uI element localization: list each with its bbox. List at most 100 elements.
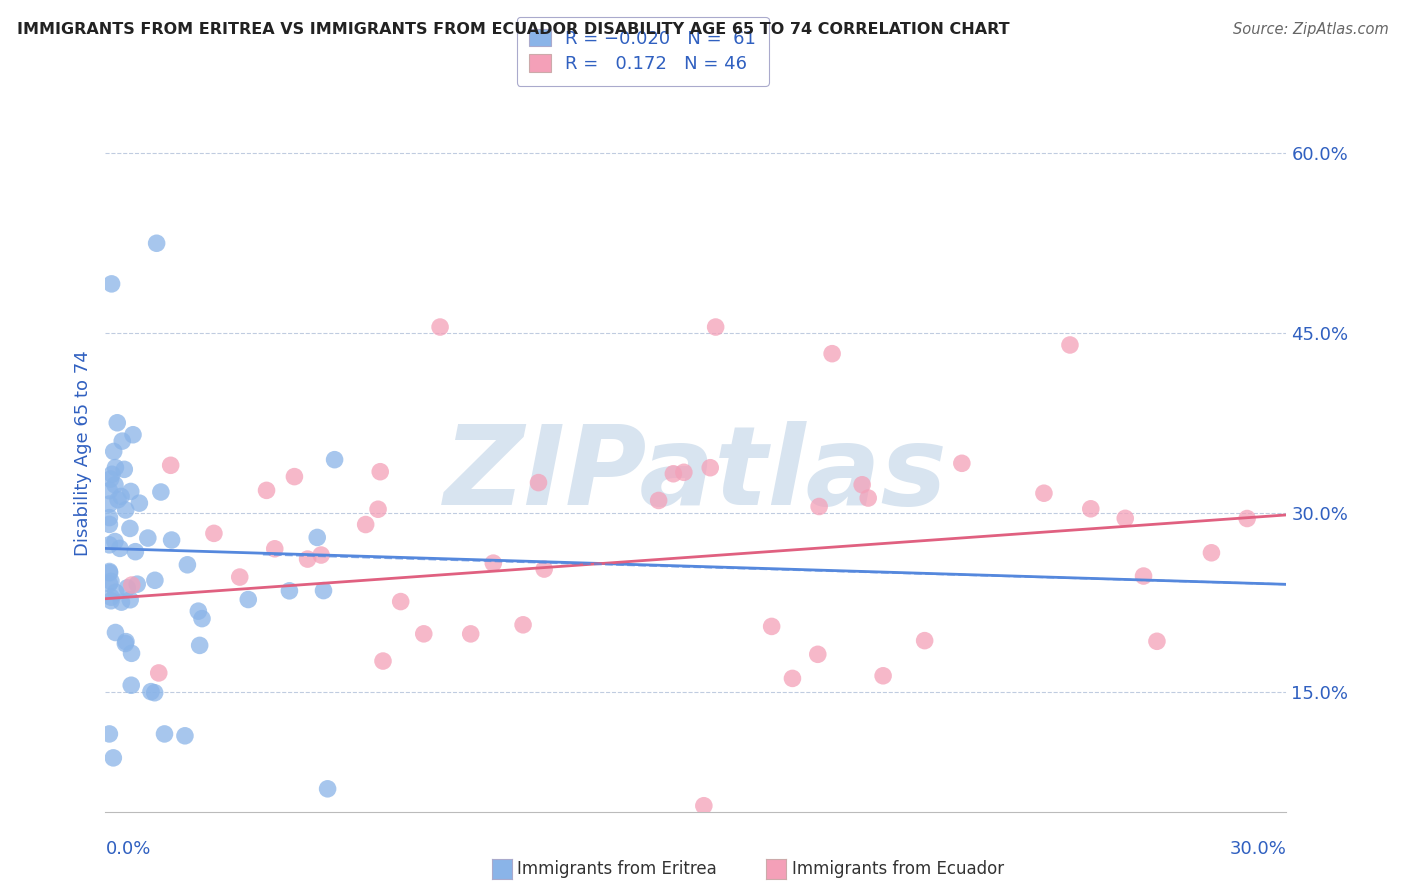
Point <box>647 493 669 508</box>
Point <box>104 625 127 640</box>
Point <box>851 477 873 491</box>
Point <box>98 483 121 498</box>
Point <box>312 583 335 598</box>
Point <box>672 465 695 479</box>
Point <box>202 526 225 541</box>
Point <box>149 485 172 500</box>
Point <box>176 558 198 572</box>
Point <box>153 727 176 741</box>
Point <box>662 467 685 481</box>
Point <box>122 427 145 442</box>
Point <box>121 646 143 660</box>
Point <box>371 654 394 668</box>
Point <box>143 686 166 700</box>
Point <box>108 541 131 556</box>
Point <box>139 684 162 698</box>
Point <box>187 604 209 618</box>
Point <box>278 583 301 598</box>
Point <box>136 531 159 545</box>
Point <box>950 456 973 470</box>
Point <box>148 665 170 680</box>
Point <box>188 639 211 653</box>
Point <box>533 562 555 576</box>
Point <box>389 594 412 608</box>
Point <box>316 781 339 796</box>
Point <box>1236 511 1258 525</box>
Point <box>98 510 121 524</box>
Text: Source: ZipAtlas.com: Source: ZipAtlas.com <box>1233 22 1389 37</box>
Point <box>104 534 127 549</box>
Point <box>118 521 141 535</box>
Point <box>100 472 122 486</box>
Text: ZIPatlas: ZIPatlas <box>444 421 948 528</box>
Point <box>120 484 142 499</box>
Point <box>100 277 122 291</box>
Point <box>100 594 122 608</box>
Point <box>191 612 214 626</box>
Point <box>307 531 329 545</box>
Point <box>1059 338 1081 352</box>
Point <box>761 619 783 633</box>
Point <box>914 633 936 648</box>
Point <box>115 634 138 648</box>
Point <box>283 469 305 483</box>
Point <box>100 574 122 589</box>
Point <box>1132 569 1154 583</box>
Point <box>229 570 252 584</box>
Point <box>368 465 391 479</box>
Point <box>309 548 332 562</box>
Text: Immigrants from Eritrea: Immigrants from Eritrea <box>517 860 717 878</box>
Point <box>114 503 136 517</box>
Point <box>412 627 434 641</box>
Point <box>872 669 894 683</box>
Point <box>104 585 127 599</box>
Point <box>104 478 127 492</box>
Point <box>98 497 121 511</box>
Point <box>323 452 346 467</box>
Text: Immigrants from Ecuador: Immigrants from Ecuador <box>792 860 1004 878</box>
Point <box>100 591 122 605</box>
Point <box>127 577 149 591</box>
Point <box>256 483 278 498</box>
Point <box>482 556 505 570</box>
Point <box>143 574 166 588</box>
Point <box>429 320 451 334</box>
Point <box>98 517 121 532</box>
Point <box>1114 511 1136 525</box>
Point <box>120 678 142 692</box>
Point <box>145 236 167 251</box>
Point <box>107 492 129 507</box>
Point <box>782 672 804 686</box>
Point <box>98 565 121 579</box>
Point <box>807 648 830 662</box>
Point <box>1032 486 1054 500</box>
Text: 0.0%: 0.0% <box>105 840 150 858</box>
Point <box>120 592 142 607</box>
Point <box>512 617 534 632</box>
Point <box>527 475 550 490</box>
Text: IMMIGRANTS FROM ERITREA VS IMMIGRANTS FROM ECUADOR DISABILITY AGE 65 TO 74 CORRE: IMMIGRANTS FROM ERITREA VS IMMIGRANTS FR… <box>17 22 1010 37</box>
Point <box>105 416 128 430</box>
Point <box>114 636 136 650</box>
Point <box>297 552 319 566</box>
Point <box>263 541 285 556</box>
Point <box>354 517 377 532</box>
Point <box>159 458 181 473</box>
Point <box>110 595 132 609</box>
Point <box>160 533 183 547</box>
Text: 30.0%: 30.0% <box>1230 840 1286 858</box>
Point <box>98 566 121 580</box>
Point <box>121 578 143 592</box>
Point <box>103 751 125 765</box>
Legend: R = −0.020   N =  61, R =   0.172   N = 46: R = −0.020 N = 61, R = 0.172 N = 46 <box>516 17 769 86</box>
Point <box>174 729 197 743</box>
Point <box>104 460 127 475</box>
Point <box>858 491 880 505</box>
Point <box>128 496 150 510</box>
Point <box>98 576 121 591</box>
Y-axis label: Disability Age 65 to 74: Disability Age 65 to 74 <box>73 350 91 556</box>
Point <box>112 462 135 476</box>
Point <box>460 627 482 641</box>
Point <box>808 500 831 514</box>
Point <box>367 502 389 516</box>
